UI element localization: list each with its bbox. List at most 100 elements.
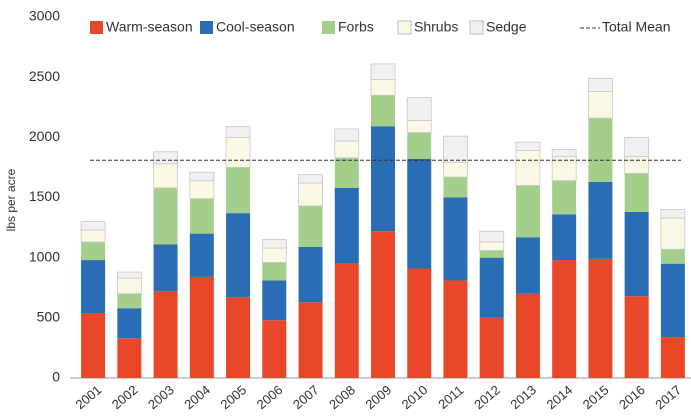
bar-segment bbox=[479, 230, 505, 243]
bar-segment bbox=[298, 174, 323, 184]
bar-segment bbox=[443, 135, 468, 164]
bar-segment bbox=[80, 229, 106, 243]
bar-segment bbox=[117, 338, 142, 378]
bar-segment bbox=[624, 156, 650, 174]
legend-label: Total Mean bbox=[602, 19, 670, 35]
bar-segment bbox=[298, 182, 323, 207]
bar-segment bbox=[624, 136, 650, 157]
bar-segment bbox=[552, 214, 577, 261]
x-tick-label: 2008 bbox=[326, 382, 358, 412]
bar-segment bbox=[407, 268, 432, 378]
y-tick-label: 2000 bbox=[29, 128, 60, 144]
bar-segment bbox=[552, 260, 577, 378]
legend-swatch bbox=[200, 21, 213, 34]
bar-segment bbox=[443, 177, 468, 198]
y-tick-label: 3000 bbox=[29, 8, 60, 24]
x-tick-label: 2005 bbox=[217, 382, 249, 412]
bar-segment bbox=[153, 291, 178, 378]
bar-segment bbox=[660, 217, 686, 250]
legend-label: Forbs bbox=[338, 19, 374, 35]
x-tick-label: 2004 bbox=[181, 382, 213, 412]
x-tick-label: 2002 bbox=[109, 382, 141, 412]
bar-segment bbox=[334, 128, 360, 142]
bar-segment bbox=[515, 150, 541, 186]
bar-segment bbox=[334, 140, 360, 159]
bar-segment bbox=[334, 187, 359, 264]
x-tick-label: 2003 bbox=[145, 382, 177, 412]
bar-segment bbox=[153, 151, 178, 165]
bar-segment bbox=[153, 187, 178, 245]
bar-segment bbox=[624, 296, 649, 378]
bar-segment bbox=[624, 211, 649, 297]
x-tick-label: 2009 bbox=[362, 382, 394, 412]
bar-segment bbox=[81, 313, 106, 378]
bar-segment bbox=[515, 141, 541, 151]
bar-segment bbox=[189, 180, 215, 200]
x-tick-label: 2007 bbox=[290, 382, 322, 412]
bar-segment bbox=[406, 120, 432, 133]
bar-segment bbox=[371, 95, 395, 127]
bar-segment bbox=[153, 163, 178, 189]
bar-segment bbox=[588, 118, 613, 182]
bar-segment bbox=[588, 181, 613, 259]
x-tick-label: 2006 bbox=[254, 382, 286, 412]
bar-segment bbox=[660, 263, 685, 338]
bar-segment bbox=[443, 197, 468, 281]
bar-segment bbox=[262, 280, 287, 321]
bar-segment bbox=[588, 77, 613, 93]
bar-segment bbox=[479, 241, 505, 251]
bar-segment bbox=[479, 257, 504, 318]
x-tick-label: 2015 bbox=[580, 382, 612, 412]
y-tick-label: 500 bbox=[37, 309, 61, 325]
bar-segment bbox=[479, 317, 504, 378]
bar-segment bbox=[334, 157, 359, 188]
bar-segment bbox=[261, 239, 287, 249]
bar-segment bbox=[443, 280, 468, 378]
bar-segment bbox=[371, 126, 395, 232]
bar-segment bbox=[116, 277, 142, 295]
y-tick-label: 2500 bbox=[29, 68, 60, 84]
y-tick-label: 0 bbox=[52, 369, 60, 385]
x-tick-label: 2011 bbox=[435, 382, 466, 411]
bar-segment bbox=[117, 308, 142, 339]
bar-segment bbox=[660, 209, 686, 219]
bar-segment bbox=[479, 250, 504, 258]
bar-segment bbox=[226, 167, 251, 214]
bar-segment bbox=[370, 63, 396, 80]
bar-segment bbox=[153, 244, 178, 292]
bar-segment bbox=[407, 158, 432, 269]
bar-segment bbox=[117, 293, 142, 309]
bar-segment bbox=[515, 185, 540, 238]
bar-segment bbox=[81, 260, 106, 314]
bar-segment bbox=[551, 148, 577, 157]
bar-segment bbox=[660, 337, 685, 378]
y-tick-label: 1500 bbox=[29, 188, 60, 204]
x-tick-label: 2014 bbox=[544, 382, 576, 412]
legend-swatch bbox=[469, 20, 484, 35]
bar-segment bbox=[81, 242, 106, 261]
y-tick-label: 1000 bbox=[29, 248, 60, 264]
y-axis-label: lbs per acre bbox=[4, 168, 18, 231]
bar-segment bbox=[189, 276, 214, 378]
legend-swatch bbox=[397, 20, 412, 35]
bar-segment bbox=[406, 97, 432, 121]
bar-segment bbox=[298, 246, 323, 303]
x-tick-label: 2016 bbox=[616, 382, 648, 412]
bar-segment bbox=[189, 198, 214, 234]
bar-segment bbox=[262, 262, 287, 281]
legend-label: Cool-season bbox=[216, 19, 295, 35]
bar-segment bbox=[225, 136, 251, 168]
bar-segment bbox=[189, 233, 214, 277]
bar-segment bbox=[371, 231, 395, 378]
x-tick-label: 2017 bbox=[652, 382, 684, 412]
bar-segment bbox=[80, 221, 106, 231]
bar-segment bbox=[261, 247, 287, 263]
x-tick-label: 2001 bbox=[73, 382, 105, 412]
x-tick-label: 2013 bbox=[507, 382, 539, 412]
bar-segment bbox=[226, 213, 251, 298]
bar-segment bbox=[515, 293, 540, 378]
bar-segment bbox=[407, 132, 432, 159]
bar-segment bbox=[624, 173, 649, 212]
bar-segment bbox=[588, 258, 613, 378]
